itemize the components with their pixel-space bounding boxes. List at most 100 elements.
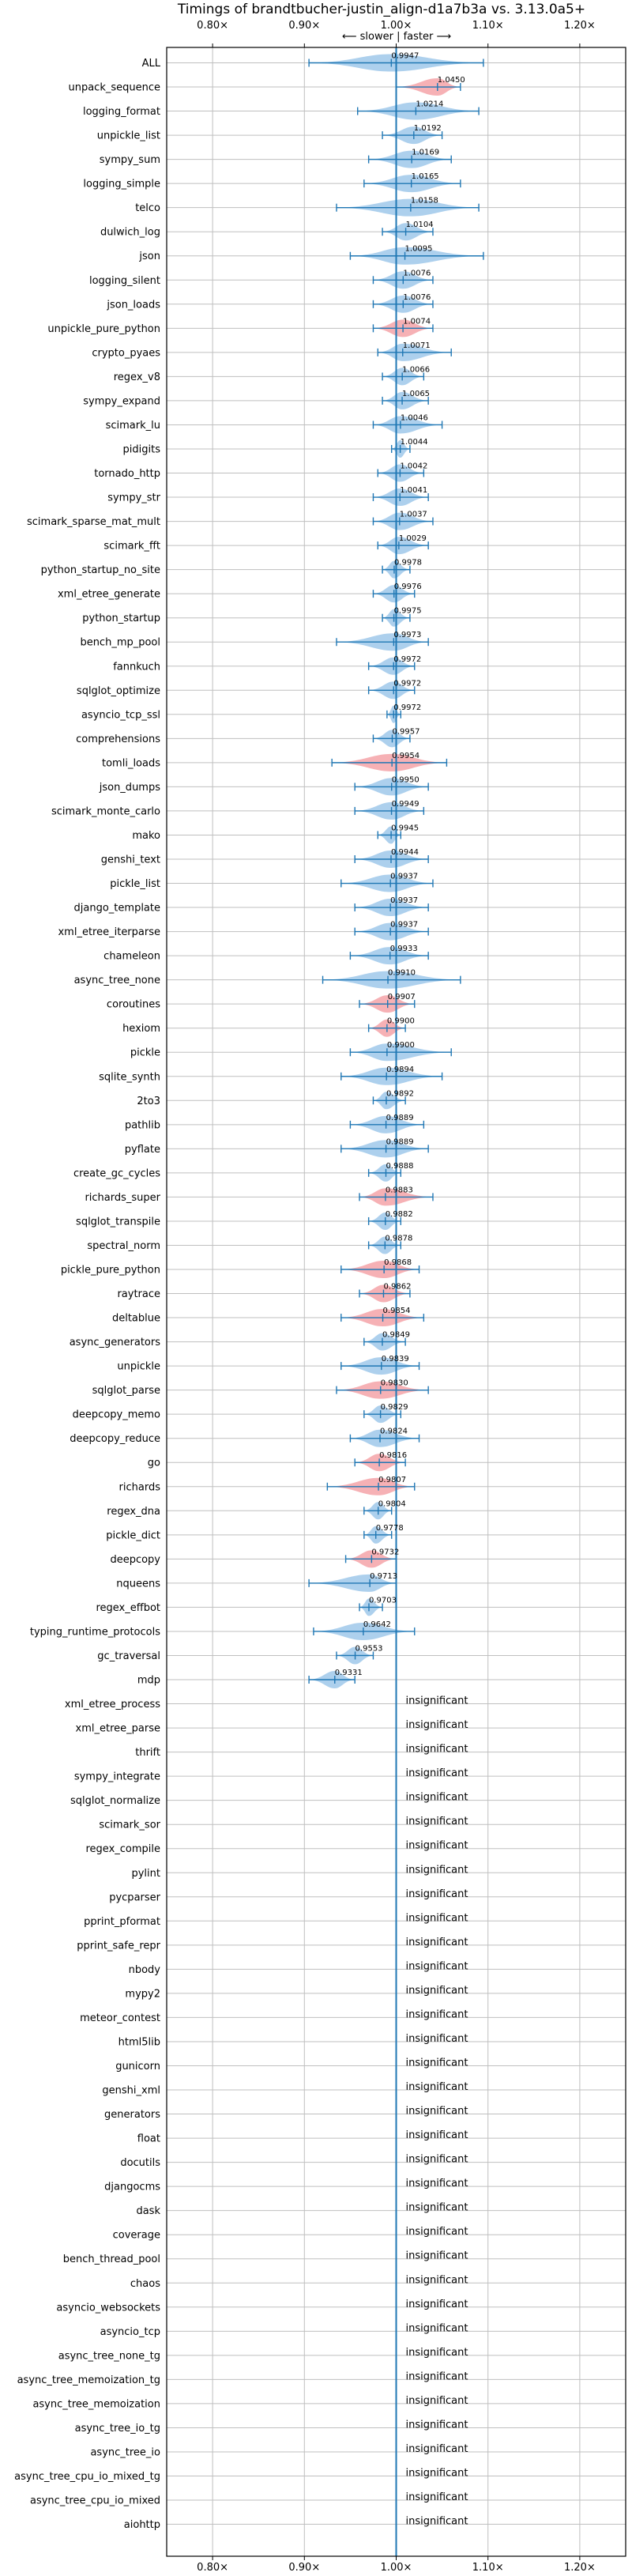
benchmark-name: scimark_fft (103, 541, 160, 553)
benchmark-name: crypto_pyaes (92, 347, 160, 359)
value-label: 1.0076 (403, 269, 431, 277)
insignificant-label: insignificant (406, 1816, 468, 1827)
value-label: 0.9642 (363, 1620, 391, 1629)
benchmark-name: bench_thread_pool (63, 2254, 160, 2265)
value-label: 0.9878 (385, 1234, 412, 1243)
value-label: 0.9807 (378, 1476, 406, 1484)
benchmark-name: xml_etree_generate (58, 589, 160, 601)
benchmark-name: pickle_pure_python (61, 1265, 160, 1277)
insignificant-label: insignificant (406, 1985, 468, 1997)
benchmark-name: regex_effbot (96, 1602, 160, 1614)
insignificant-label: insignificant (406, 1744, 468, 1756)
value-label: 0.9900 (387, 1041, 415, 1050)
insignificant-label: insignificant (406, 2395, 468, 2407)
benchmark-name: mypy2 (125, 1988, 160, 2000)
insignificant-label: insignificant (406, 1912, 468, 1924)
benchmark-name: logging_format (83, 106, 160, 118)
benchmark-name: thrift (135, 1747, 160, 1759)
value-label: 0.9888 (386, 1162, 413, 1171)
benchmark-name: richards (119, 1481, 161, 1493)
benchmark-name: generators (104, 2109, 160, 2121)
insignificant-label: insignificant (406, 1960, 468, 1972)
benchmark-name: aiohttp (124, 2519, 160, 2531)
benchmark-name: pickle_dict (106, 1529, 160, 1541)
value-label: 0.9972 (393, 655, 421, 664)
insignificant-label: insignificant (406, 2370, 468, 2382)
value-label: 0.9910 (388, 969, 416, 978)
benchmark-name: logging_simple (83, 179, 160, 190)
benchmark-name: xml_etree_parse (76, 1723, 160, 1735)
benchmark-name: deepcopy_memo (73, 1409, 160, 1421)
benchmark-name: tomli_loads (102, 757, 160, 769)
value-label: 1.0158 (411, 197, 438, 206)
benchmark-name: gc_traversal (97, 1650, 160, 1662)
value-label: 0.9975 (394, 607, 422, 616)
chart-title: Timings of brandtbucher-justin_align-d1a… (177, 2, 585, 17)
value-label: 0.9894 (386, 1065, 414, 1074)
benchmark-name: spectral_norm (87, 1240, 160, 1252)
benchmark-name: sympy_integrate (74, 1771, 160, 1783)
benchmark-name: scimark_sor (99, 1820, 160, 1831)
x-tick-label-bottom: 1.20× (564, 2562, 596, 2574)
benchmark-name: mako (132, 830, 160, 842)
insignificant-label: insignificant (406, 2250, 468, 2262)
benchmark-name: pickle (130, 1047, 160, 1059)
value-label: 0.9553 (356, 1644, 383, 1653)
insignificant-label: insignificant (406, 1840, 468, 1852)
benchmark-name: pathlib (125, 1119, 160, 1131)
benchmark-name: async_tree_cpu_io_mixed_tg (14, 2471, 160, 2483)
value-label: 0.9778 (376, 1524, 404, 1533)
x-tick-label-top: 1.20× (564, 20, 596, 32)
value-label: 1.0165 (412, 172, 439, 181)
value-label: 1.0450 (438, 76, 465, 85)
x-tick-label-bottom: 1.00× (381, 2562, 412, 2574)
benchmark-name: 2to3 (137, 1096, 160, 1107)
value-label: 0.9937 (390, 921, 418, 930)
value-label: 1.0076 (403, 293, 431, 302)
benchmark-name: gunicorn (115, 2061, 160, 2072)
value-label: 0.9949 (392, 800, 419, 809)
benchmark-name: async_tree_memoization_tg (17, 2374, 160, 2386)
benchmark-name: sqlite_synth (99, 1071, 160, 1083)
benchmark-name: async_generators (70, 1337, 161, 1348)
benchmark-name: asyncio_tcp (100, 2326, 160, 2338)
benchmark-name: logging_silent (89, 275, 160, 287)
insignificant-label: insignificant (406, 2419, 468, 2431)
value-label: 0.9862 (383, 1283, 411, 1292)
benchmark-name: pprint_pformat (84, 1916, 160, 1928)
benchmark-name: deltablue (112, 1313, 160, 1325)
benchmark-name: asyncio_websockets (56, 2302, 160, 2314)
insignificant-label: insignificant (406, 2178, 468, 2189)
benchmark-name: nbody (129, 1964, 161, 1976)
benchmark-name: mdp (137, 1675, 160, 1687)
value-label: 0.9824 (380, 1428, 408, 1436)
value-label: 1.0065 (402, 390, 430, 398)
x-tick-label-bottom: 1.10× (472, 2562, 504, 2574)
x-tick-label-top: 1.10× (472, 20, 504, 32)
benchmark-name: async_tree_io (90, 2446, 160, 2458)
value-label: 0.9889 (386, 1114, 414, 1122)
benchmark-name: pycparser (109, 1891, 160, 1903)
insignificant-label: insignificant (406, 2299, 468, 2310)
benchmark-name: coroutines (107, 999, 160, 1011)
value-label: 0.9976 (394, 583, 422, 591)
value-label: 0.9839 (382, 1355, 409, 1363)
benchmark-name: sqlglot_parse (92, 1385, 160, 1397)
value-label: 0.9830 (381, 1379, 408, 1388)
x-tick-label-top: 0.90× (288, 20, 320, 32)
value-label: 1.0041 (400, 486, 427, 495)
value-label: 0.9882 (386, 1210, 413, 1219)
value-label: 0.9954 (392, 752, 419, 760)
benchmark-name: typing_runtime_protocols (30, 1626, 160, 1638)
benchmark-name: sqlglot_transpile (76, 1216, 160, 1228)
value-label: 1.0071 (403, 341, 431, 350)
value-label: 0.9849 (382, 1331, 410, 1340)
insignificant-label: insignificant (406, 1937, 468, 1948)
insignificant-label: insignificant (406, 2129, 468, 2141)
benchmark-name: coverage (113, 2230, 160, 2242)
value-label: 0.9854 (383, 1307, 411, 1315)
benchmark-name: xml_etree_process (65, 1699, 160, 1710)
value-label: 1.0192 (414, 124, 442, 133)
benchmark-name: genshi_xml (102, 2085, 160, 2097)
